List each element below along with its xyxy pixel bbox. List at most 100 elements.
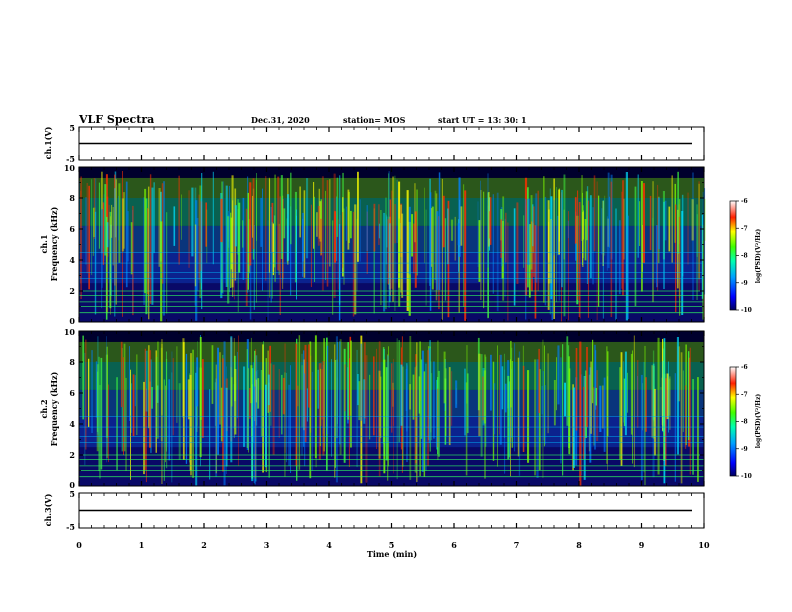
sferic-streak	[303, 350, 305, 447]
ch1-waveform-panel: 5 -5	[66, 123, 705, 164]
sferic-streak	[413, 223, 415, 274]
sferic-streak	[414, 183, 416, 243]
sferic-streak	[250, 365, 253, 404]
sferic-streak	[298, 335, 301, 470]
sferic-streak	[550, 219, 552, 284]
sferic-streak	[535, 193, 538, 283]
sferic-streak	[431, 206, 434, 290]
sferic-streak	[252, 362, 255, 443]
sferic-streak	[450, 219, 454, 241]
sferic-streak	[267, 220, 269, 320]
sferic-streak	[447, 208, 449, 265]
sferic-streak	[455, 380, 458, 408]
sferic-streak	[389, 199, 391, 296]
sferic-streak	[492, 361, 495, 461]
sferic-streak	[637, 174, 639, 258]
sferic-streak	[444, 378, 447, 445]
sferic-streak	[257, 378, 260, 409]
sferic-streak	[442, 195, 445, 248]
sferic-streak	[253, 386, 256, 485]
sferic-streak	[331, 359, 332, 457]
sferic-streak	[277, 176, 280, 271]
sferic-streak	[357, 171, 359, 262]
sferic-streak	[163, 379, 165, 481]
sferic-streak	[288, 384, 291, 466]
sferic-streak	[499, 355, 501, 435]
sferic-streak	[295, 209, 297, 280]
sferic-streak	[106, 346, 108, 459]
sferic-streak	[624, 351, 627, 436]
ch3-waveform-panel: 5 -5	[66, 489, 705, 532]
sferic-streak	[514, 343, 516, 452]
sferic-streak	[173, 206, 176, 246]
sferic-streak	[122, 171, 123, 317]
ch1-colorbar: log(PSD)(V²/Hz) -6 -7 -8 -9 -10	[729, 198, 762, 314]
sferic-streak	[466, 373, 469, 434]
sferic-streak	[314, 196, 315, 282]
sferic-streak	[93, 207, 96, 237]
sferic-streak	[582, 192, 583, 265]
sferic-streak	[250, 337, 252, 437]
sferic-streak	[669, 376, 671, 430]
sferic-streak	[607, 172, 610, 269]
sferic-streak	[306, 178, 309, 259]
sferic-streak	[122, 192, 125, 249]
sferic-streak	[198, 194, 200, 280]
sferic-streak	[115, 179, 117, 305]
sferic-streak	[687, 192, 689, 265]
sferic-streak	[182, 342, 185, 460]
sferic-streak	[313, 182, 315, 249]
sferic-streak	[199, 367, 202, 458]
sferic-streak	[513, 208, 516, 306]
spectral-band	[79, 167, 704, 178]
sferic-streak	[178, 383, 181, 460]
sferic-streak	[587, 200, 589, 318]
sferic-streak	[88, 358, 90, 428]
sferic-streak	[392, 176, 394, 302]
sferic-streak	[504, 383, 507, 413]
sferic-streak	[584, 219, 587, 261]
sferic-streak	[547, 200, 550, 310]
sferic-streak	[607, 351, 609, 437]
sferic-streak	[339, 341, 341, 445]
sferic-streak	[237, 208, 239, 312]
sferic-streak	[316, 212, 318, 237]
sferic-streak	[123, 357, 124, 456]
x-tick-label: 5	[389, 540, 395, 550]
sferic-streak	[271, 221, 273, 299]
sferic-streak	[231, 377, 233, 407]
sferic-streak	[553, 200, 555, 256]
sferic-streak	[196, 357, 199, 407]
sferic-streak	[575, 348, 578, 431]
sferic-streak	[501, 366, 504, 410]
sferic-streak	[206, 209, 208, 264]
sferic-streak	[538, 369, 541, 471]
sferic-streak	[692, 172, 694, 301]
sferic-streak	[238, 202, 241, 273]
sferic-streak	[255, 349, 257, 479]
sferic-streak	[201, 359, 204, 438]
sferic-streak	[287, 194, 290, 261]
sferic-streak	[212, 171, 214, 265]
sferic-streak	[592, 207, 594, 285]
sferic-streak	[365, 355, 368, 483]
sferic-streak	[387, 219, 389, 285]
sferic-streak	[318, 363, 321, 460]
y-tick-label: 0	[69, 480, 75, 490]
sferic-streak	[477, 201, 479, 267]
sferic-streak	[96, 371, 99, 432]
x-tick-label: 9	[639, 540, 645, 550]
sferic-streak	[640, 374, 643, 480]
sferic-streak	[623, 378, 626, 427]
sferic-streak	[234, 205, 237, 247]
sferic-streak	[195, 200, 198, 321]
sferic-streak	[106, 336, 107, 463]
sferic-streak	[490, 354, 492, 411]
sferic-streak	[451, 371, 453, 426]
sferic-streak	[317, 369, 319, 409]
sferic-streak	[480, 190, 482, 300]
sferic-streak	[463, 184, 465, 307]
sferic-streak	[464, 368, 466, 436]
sferic-streak	[281, 374, 283, 435]
